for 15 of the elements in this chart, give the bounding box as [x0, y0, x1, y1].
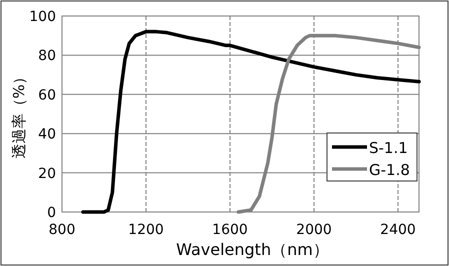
x-tick-label: 1600	[212, 222, 248, 238]
y-tick-label: 20	[38, 166, 56, 182]
y-tick-label: 0	[47, 205, 56, 221]
x-tick-label: 1200	[128, 222, 164, 238]
legend-label: S-1.1	[369, 139, 408, 157]
x-axis-title: Wavelength（nm）	[176, 240, 329, 259]
y-axis-title: 透過率（%）	[10, 69, 28, 159]
legend-label: G-1.8	[369, 161, 410, 179]
x-tick-label: 800	[48, 222, 76, 238]
x-tick-label: 2400	[380, 222, 416, 238]
y-tick-label: 40	[38, 126, 56, 143]
y-tick-label: 80	[38, 48, 56, 64]
x-tick-label: 2000	[296, 222, 332, 238]
y-tick-label: 60	[38, 87, 56, 104]
y-tick-label: 100	[29, 9, 56, 25]
